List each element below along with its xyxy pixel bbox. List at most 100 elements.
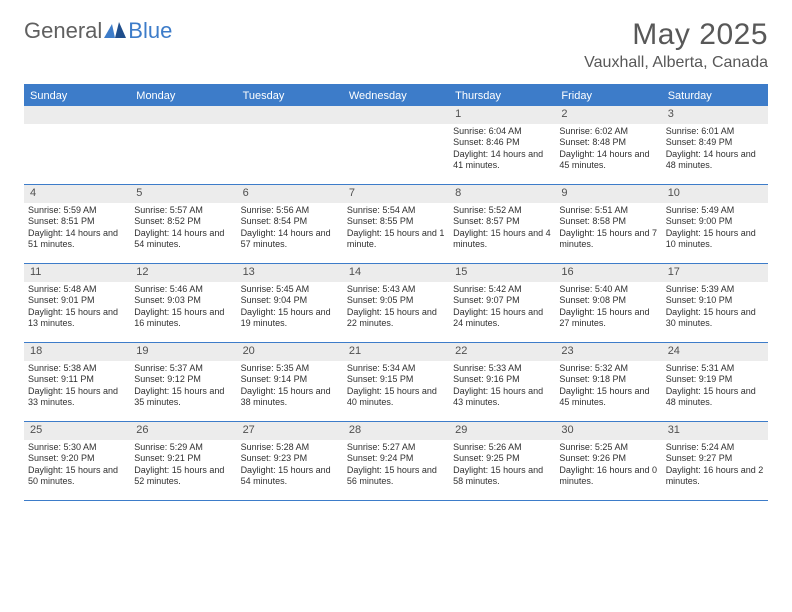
sunset-text: Sunset: 8:48 PM bbox=[559, 137, 657, 148]
sunset-text: Sunset: 9:26 PM bbox=[559, 453, 657, 464]
sunrise-text: Sunrise: 5:43 AM bbox=[347, 284, 445, 295]
day-number: 4 bbox=[24, 185, 130, 203]
sunrise-text: Sunrise: 5:56 AM bbox=[241, 205, 339, 216]
day-number bbox=[343, 106, 449, 124]
daylight-text: Daylight: 15 hours and 40 minutes. bbox=[347, 386, 445, 409]
page-title: May 2025 bbox=[584, 18, 768, 52]
weekday-sun: Sunday bbox=[24, 86, 130, 106]
calendar-day: 9 Sunrise: 5:51 AMSunset: 8:58 PMDaylight… bbox=[555, 185, 661, 263]
calendar-day: 16Sunrise: 5:40 AMSunset: 9:08 PMDayligh… bbox=[555, 264, 661, 342]
sunrise-text: Sunrise: 6:02 AM bbox=[559, 126, 657, 137]
day-number bbox=[130, 106, 236, 124]
day-details: Sunrise: 6:04 AMSunset: 8:46 PMDaylight:… bbox=[449, 126, 555, 175]
day-details: Sunrise: 5:56 AMSunset: 8:54 PMDaylight:… bbox=[237, 205, 343, 254]
calendar-day: 7Sunrise: 5:54 AMSunset: 8:55 PMDaylight… bbox=[343, 185, 449, 263]
day-number bbox=[237, 106, 343, 124]
day-number: 14 bbox=[343, 264, 449, 282]
day-number: 22 bbox=[449, 343, 555, 361]
sunset-text: Sunset: 9:11 PM bbox=[28, 374, 126, 385]
sunset-text: Sunset: 9:21 PM bbox=[134, 453, 232, 464]
daylight-text: Daylight: 15 hours and 24 minutes. bbox=[453, 307, 551, 330]
day-details: Sunrise: 5:43 AMSunset: 9:05 PMDaylight:… bbox=[343, 284, 449, 333]
calendar-day: 2 Sunrise: 6:02 AMSunset: 8:48 PMDaylight… bbox=[555, 106, 661, 184]
sunset-text: Sunset: 8:54 PM bbox=[241, 216, 339, 227]
day-details: Sunrise: 5:31 AMSunset: 9:19 PMDaylight:… bbox=[662, 363, 768, 412]
calendar-day bbox=[24, 106, 130, 184]
sunrise-text: Sunrise: 5:27 AM bbox=[347, 442, 445, 453]
daylight-text: Daylight: 15 hours and 22 minutes. bbox=[347, 307, 445, 330]
daylight-text: Daylight: 15 hours and 4 minutes. bbox=[453, 228, 551, 251]
sunrise-text: Sunrise: 5:37 AM bbox=[134, 363, 232, 374]
calendar-day: 27Sunrise: 5:28 AMSunset: 9:23 PMDayligh… bbox=[237, 422, 343, 500]
sunset-text: Sunset: 8:57 PM bbox=[453, 216, 551, 227]
sunrise-text: Sunrise: 5:46 AM bbox=[134, 284, 232, 295]
day-details: Sunrise: 5:40 AMSunset: 9:08 PMDaylight:… bbox=[555, 284, 661, 333]
day-details: Sunrise: 6:01 AMSunset: 8:49 PMDaylight:… bbox=[662, 126, 768, 175]
calendar-day: 4Sunrise: 5:59 AMSunset: 8:51 PMDaylight… bbox=[24, 185, 130, 263]
sunrise-text: Sunrise: 5:38 AM bbox=[28, 363, 126, 374]
sunset-text: Sunset: 9:18 PM bbox=[559, 374, 657, 385]
sunrise-text: Sunrise: 5:24 AM bbox=[666, 442, 764, 453]
sunset-text: Sunset: 9:00 PM bbox=[666, 216, 764, 227]
day-details: Sunrise: 5:33 AMSunset: 9:16 PMDaylight:… bbox=[449, 363, 555, 412]
sunset-text: Sunset: 9:23 PM bbox=[241, 453, 339, 464]
daylight-text: Daylight: 14 hours and 54 minutes. bbox=[134, 228, 232, 251]
sunrise-text: Sunrise: 5:45 AM bbox=[241, 284, 339, 295]
daylight-text: Daylight: 15 hours and 50 minutes. bbox=[28, 465, 126, 488]
day-number: 30 bbox=[555, 422, 661, 440]
daylight-text: Daylight: 15 hours and 52 minutes. bbox=[134, 465, 232, 488]
header: General Blue May 2025 Vauxhall, Alberta,… bbox=[24, 18, 768, 72]
calendar-day: 5Sunrise: 5:57 AMSunset: 8:52 PMDaylight… bbox=[130, 185, 236, 263]
daylight-text: Daylight: 15 hours and 56 minutes. bbox=[347, 465, 445, 488]
day-number: 2 bbox=[555, 106, 661, 124]
sunset-text: Sunset: 9:04 PM bbox=[241, 295, 339, 306]
day-number: 21 bbox=[343, 343, 449, 361]
day-number: 26 bbox=[130, 422, 236, 440]
calendar-day: 12Sunrise: 5:46 AMSunset: 9:03 PMDayligh… bbox=[130, 264, 236, 342]
day-details: Sunrise: 5:57 AMSunset: 8:52 PMDaylight:… bbox=[130, 205, 236, 254]
sunrise-text: Sunrise: 5:28 AM bbox=[241, 442, 339, 453]
sunrise-text: Sunrise: 5:54 AM bbox=[347, 205, 445, 216]
day-details: Sunrise: 5:37 AMSunset: 9:12 PMDaylight:… bbox=[130, 363, 236, 412]
daylight-text: Daylight: 15 hours and 43 minutes. bbox=[453, 386, 551, 409]
calendar-day bbox=[343, 106, 449, 184]
sunset-text: Sunset: 8:51 PM bbox=[28, 216, 126, 227]
daylight-text: Daylight: 15 hours and 13 minutes. bbox=[28, 307, 126, 330]
day-number: 9 bbox=[555, 185, 661, 203]
daylight-text: Daylight: 15 hours and 16 minutes. bbox=[134, 307, 232, 330]
calendar-week: 1Sunrise: 6:04 AMSunset: 8:46 PMDaylight… bbox=[24, 106, 768, 185]
day-details: Sunrise: 5:46 AMSunset: 9:03 PMDaylight:… bbox=[130, 284, 236, 333]
day-details: Sunrise: 5:25 AMSunset: 9:26 PMDaylight:… bbox=[555, 442, 661, 491]
calendar-day: 20Sunrise: 5:35 AMSunset: 9:14 PMDayligh… bbox=[237, 343, 343, 421]
day-number: 7 bbox=[343, 185, 449, 203]
day-number: 28 bbox=[343, 422, 449, 440]
sunset-text: Sunset: 9:07 PM bbox=[453, 295, 551, 306]
day-details: Sunrise: 5:24 AMSunset: 9:27 PMDaylight:… bbox=[662, 442, 768, 491]
day-details: Sunrise: 6:02 AMSunset: 8:48 PMDaylight:… bbox=[555, 126, 661, 175]
day-number: 19 bbox=[130, 343, 236, 361]
day-details: Sunrise: 5:51 AMSunset: 8:58 PMDaylight:… bbox=[555, 205, 661, 254]
day-number: 27 bbox=[237, 422, 343, 440]
day-details: Sunrise: 5:30 AMSunset: 9:20 PMDaylight:… bbox=[24, 442, 130, 491]
day-details: Sunrise: 5:35 AMSunset: 9:14 PMDaylight:… bbox=[237, 363, 343, 412]
calendar-day: 25Sunrise: 5:30 AMSunset: 9:20 PMDayligh… bbox=[24, 422, 130, 500]
sunset-text: Sunset: 9:16 PM bbox=[453, 374, 551, 385]
calendar-day: 15Sunrise: 5:42 AMSunset: 9:07 PMDayligh… bbox=[449, 264, 555, 342]
calendar-day: 18Sunrise: 5:38 AMSunset: 9:11 PMDayligh… bbox=[24, 343, 130, 421]
sunset-text: Sunset: 9:12 PM bbox=[134, 374, 232, 385]
sunrise-text: Sunrise: 5:32 AM bbox=[559, 363, 657, 374]
sunset-text: Sunset: 9:14 PM bbox=[241, 374, 339, 385]
sunrise-text: Sunrise: 5:42 AM bbox=[453, 284, 551, 295]
sunrise-text: Sunrise: 5:26 AM bbox=[453, 442, 551, 453]
calendar-week: 4Sunrise: 5:59 AMSunset: 8:51 PMDaylight… bbox=[24, 185, 768, 264]
day-number: 23 bbox=[555, 343, 661, 361]
daylight-text: Daylight: 15 hours and 10 minutes. bbox=[666, 228, 764, 251]
sunset-text: Sunset: 9:25 PM bbox=[453, 453, 551, 464]
sunrise-text: Sunrise: 5:40 AM bbox=[559, 284, 657, 295]
sunset-text: Sunset: 9:15 PM bbox=[347, 374, 445, 385]
sunrise-text: Sunrise: 5:57 AM bbox=[134, 205, 232, 216]
daylight-text: Daylight: 15 hours and 58 minutes. bbox=[453, 465, 551, 488]
calendar-day: 29Sunrise: 5:26 AMSunset: 9:25 PMDayligh… bbox=[449, 422, 555, 500]
day-number: 6 bbox=[237, 185, 343, 203]
brand-part2: Blue bbox=[128, 18, 172, 44]
